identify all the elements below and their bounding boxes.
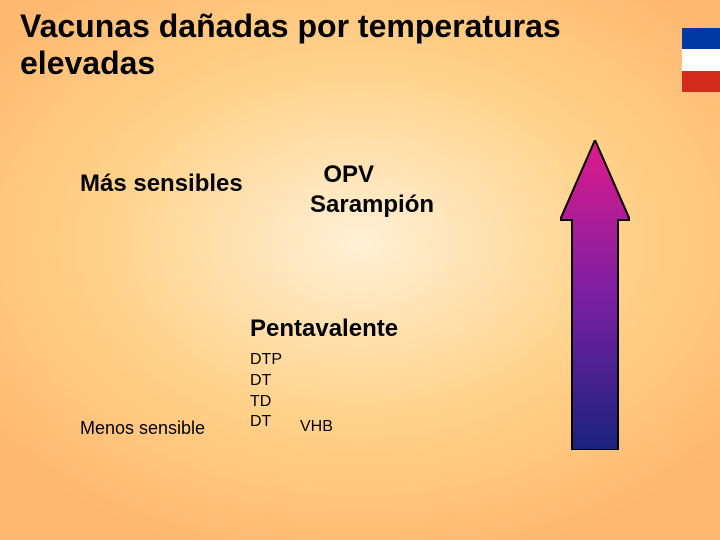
slide-title: Vacunas dañadas por temperaturas elevada… [20, 8, 680, 82]
vaccine-middle: Pentavalente [250, 315, 398, 343]
sensitivity-arrow-icon [560, 140, 630, 450]
vaccine-small-list: DTP DT TD DT [250, 350, 282, 433]
arrow-shape [560, 140, 630, 450]
flag-stripe-blue [682, 28, 720, 49]
vaccine-top-block: OPV Sarampión [310, 160, 434, 220]
flag-stripe-red [682, 71, 720, 92]
label-mas-sensibles: Más sensibles [80, 170, 243, 198]
flag-stripe-white [682, 49, 720, 70]
vaccine-vhb: VHB [300, 418, 333, 436]
corner-flag [682, 28, 720, 92]
slide-root: Vacunas dañadas por temperaturas elevada… [0, 0, 720, 540]
label-menos-sensible: Menos sensible [80, 418, 205, 439]
